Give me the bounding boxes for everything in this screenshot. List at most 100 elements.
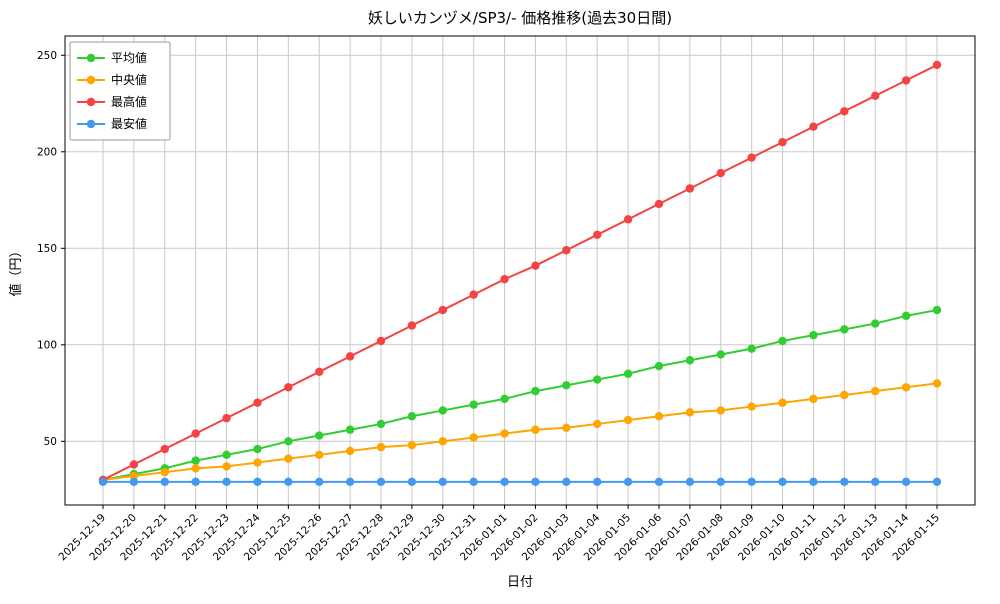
data-point-average: [778, 336, 787, 346]
data-point-min: [654, 477, 664, 487]
data-point-median: [407, 440, 417, 450]
data-point-median: [593, 419, 602, 429]
data-point-average: [253, 444, 262, 454]
data-point-max: [840, 107, 849, 116]
data-point-max: [160, 444, 169, 454]
legend-marker-average: [86, 53, 96, 63]
legend-item-average: 平均値: [77, 50, 147, 65]
data-point-average: [469, 400, 478, 409]
data-point-average: [407, 412, 417, 421]
data-point-median: [315, 450, 324, 460]
series-line-max: [102, 64, 938, 481]
data-point-min: [901, 477, 911, 487]
data-point-max: [222, 413, 231, 423]
data-point-min: [778, 477, 787, 487]
data-point-min: [438, 477, 447, 487]
legend-item-median: 中央値: [77, 72, 147, 87]
data-point-average: [284, 437, 293, 446]
data-point-median: [901, 383, 911, 392]
data-point-max: [716, 168, 725, 178]
data-point-min: [222, 477, 231, 487]
data-point-median: [716, 406, 725, 415]
data-series: [98, 60, 942, 487]
data-point-min: [284, 477, 293, 487]
data-point-median: [253, 458, 262, 467]
legend-box: [69, 41, 171, 141]
data-point-max: [778, 137, 787, 147]
data-point-average: [222, 450, 231, 460]
data-point-median: [747, 402, 756, 411]
data-point-median: [623, 415, 633, 425]
data-point-min: [871, 477, 880, 487]
legend-label-median: 中央値: [111, 72, 147, 87]
data-point-min: [376, 477, 386, 487]
data-point-median: [191, 464, 200, 473]
data-point-max: [593, 230, 602, 239]
data-point-min: [932, 477, 942, 487]
data-point-max: [469, 290, 478, 299]
y-tick-label: 50: [44, 436, 57, 448]
data-point-average: [840, 325, 849, 334]
data-point-min: [809, 477, 818, 487]
data-point-max: [654, 199, 664, 209]
data-point-median: [469, 433, 478, 442]
data-point-average: [623, 369, 633, 378]
data-point-min: [469, 477, 478, 487]
data-point-min: [531, 477, 540, 487]
data-point-median: [654, 412, 664, 421]
legend-item-min: 最安値: [77, 116, 147, 131]
data-point-median: [160, 467, 169, 477]
data-point-max: [191, 429, 200, 438]
legend-label-max: 最高値: [111, 94, 147, 109]
data-point-average: [685, 356, 695, 365]
legend-marker-median: [86, 75, 96, 85]
y-tick-label: 100: [37, 339, 57, 351]
data-point-median: [778, 398, 787, 407]
data-point-average: [932, 305, 942, 315]
data-point-min: [407, 477, 417, 487]
data-point-average: [531, 386, 540, 396]
data-point-max: [932, 60, 942, 70]
series-line-median: [102, 382, 938, 481]
data-point-max: [809, 122, 818, 131]
data-point-min: [716, 477, 725, 487]
data-point-median: [840, 390, 849, 400]
data-point-average: [345, 425, 355, 434]
data-point-min: [500, 477, 509, 487]
data-point-average: [901, 311, 911, 321]
data-point-median: [284, 454, 293, 463]
data-point-median: [932, 379, 942, 388]
data-point-median: [222, 462, 231, 471]
data-point-average: [438, 406, 447, 415]
data-point-min: [253, 477, 262, 487]
data-point-min: [593, 477, 602, 487]
data-point-max: [562, 246, 571, 255]
legend-marker-max: [86, 97, 96, 107]
data-point-max: [407, 321, 417, 330]
data-point-average: [191, 456, 200, 465]
data-point-median: [438, 437, 447, 446]
data-point-max: [747, 153, 756, 162]
data-point-median: [871, 386, 880, 396]
data-point-median: [809, 394, 818, 404]
chart-title: 妖しいカンヅメ/SP3/- 価格推移(過去30日間): [368, 9, 672, 27]
data-point-max: [438, 305, 447, 315]
data-point-max: [500, 274, 509, 284]
legend-label-average: 平均値: [111, 50, 147, 65]
data-point-median: [531, 425, 540, 434]
data-point-average: [593, 375, 602, 384]
data-point-max: [345, 352, 355, 361]
data-point-average: [315, 431, 324, 440]
data-point-max: [129, 460, 139, 469]
chart-axes: 501001502002502025-12-192025-12-202025-1…: [37, 50, 942, 563]
data-point-min: [747, 477, 756, 487]
data-point-average: [500, 394, 509, 404]
data-point-min: [129, 477, 139, 487]
data-point-min: [315, 477, 324, 487]
data-point-median: [562, 423, 571, 432]
data-point-median: [500, 429, 509, 438]
x-axis-label: 日付: [507, 575, 533, 590]
grid-lines: [65, 36, 975, 505]
data-point-max: [685, 184, 695, 193]
